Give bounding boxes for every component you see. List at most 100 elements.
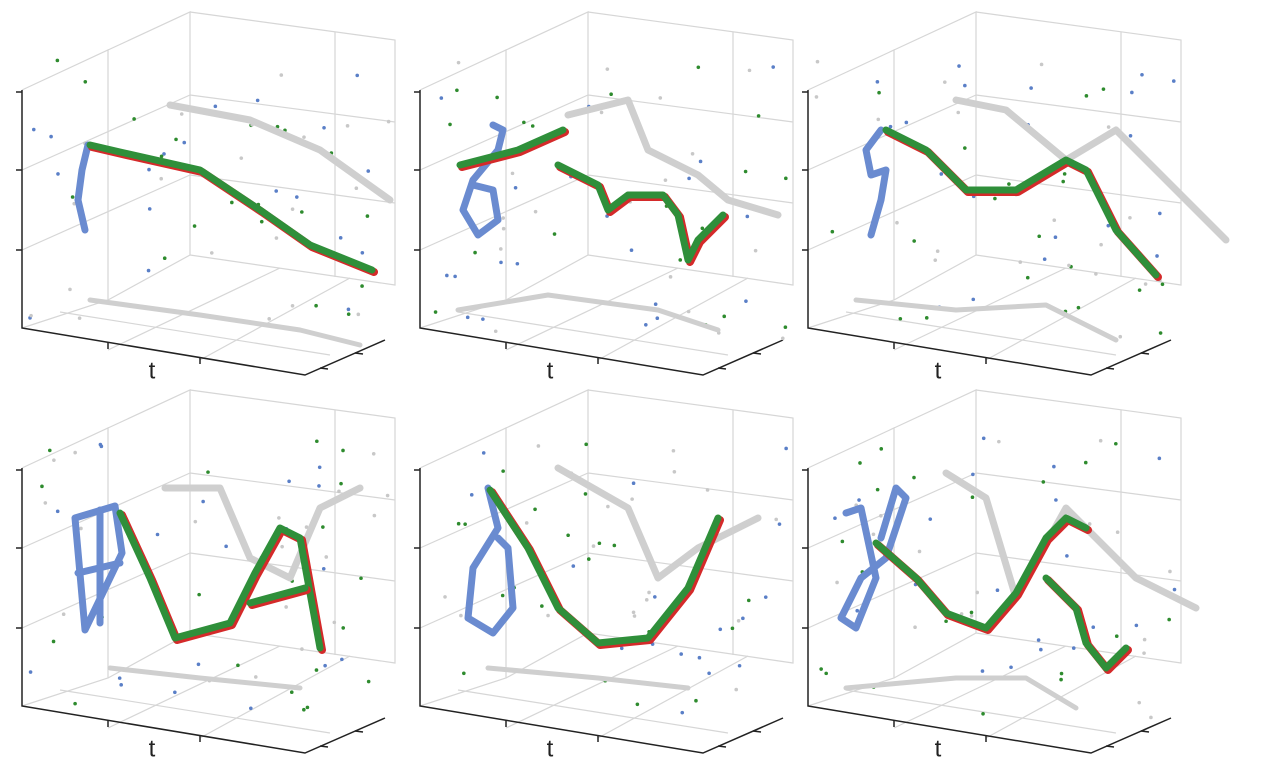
scatter-dot [1036, 638, 1041, 642]
scatter-dot [253, 675, 258, 679]
shadow-curve [485, 665, 691, 691]
grid-line [845, 311, 1117, 356]
scatter-dot [671, 448, 676, 453]
scatter-dot [655, 316, 660, 320]
scatter-dot [463, 522, 467, 526]
grid-line [189, 174, 396, 204]
axis-label: t [547, 357, 554, 384]
scatter-dot [275, 124, 280, 129]
scatter-dot [385, 493, 390, 498]
axis [419, 90, 784, 376]
scatter-dot [1101, 87, 1106, 91]
scatter-dot [302, 707, 306, 712]
scatter-dot [1094, 272, 1098, 276]
scatter-dot [455, 88, 459, 93]
scatter-dot [501, 226, 506, 231]
scatter-dot [840, 539, 845, 544]
scatter-dot [619, 646, 624, 651]
scatter-dot [522, 120, 526, 125]
scatter-dot [963, 146, 967, 150]
grid-line [975, 472, 1182, 501]
scatter-dot [696, 65, 701, 70]
scatter-dot [888, 124, 893, 129]
axis [807, 90, 1172, 376]
panel: t [802, 389, 1200, 762]
scatter-dot [1062, 172, 1067, 176]
scatter-dot [741, 616, 745, 621]
predicted-curve [116, 509, 324, 652]
box-edge [807, 49, 895, 329]
scatter-dot [928, 517, 933, 521]
scatter-dot [174, 137, 178, 142]
tick [354, 730, 364, 733]
scatter-dot [763, 595, 768, 599]
scatter-dot [1134, 623, 1139, 628]
scatter-dot [29, 313, 33, 318]
scatter-dot [969, 610, 974, 615]
shadow-curve [87, 297, 363, 348]
scatter-dot [609, 92, 613, 97]
scatter-dot [586, 557, 591, 561]
box-edge [893, 11, 977, 301]
box-edge [21, 49, 109, 329]
scatter-dot [1042, 257, 1047, 262]
scatter-dot [341, 626, 346, 630]
scatter-dot [49, 134, 53, 139]
box-edge [107, 389, 191, 679]
scatter-dot [371, 452, 376, 456]
shadow-curve [455, 292, 721, 333]
scatter-dot [1142, 651, 1146, 655]
scatter-dot [1172, 587, 1177, 592]
scatter-dot [1039, 62, 1044, 67]
scatter-dot [146, 268, 151, 273]
grid-line [107, 645, 281, 729]
scatter-dot [912, 239, 916, 243]
scatter-dot [644, 598, 649, 602]
input-curve [464, 484, 517, 637]
scatter-dot [473, 250, 477, 255]
scatter-dot [1160, 282, 1165, 287]
scatter-dot [875, 80, 880, 84]
scatter-dot [819, 667, 823, 671]
scatter-dot [734, 687, 739, 692]
scatter-dot [355, 73, 360, 78]
grid-line [597, 655, 749, 739]
scatter-dot [707, 671, 711, 676]
scatter-dot [898, 316, 903, 321]
box-edge [807, 427, 895, 707]
box-edge [107, 11, 191, 301]
panel: t [414, 11, 794, 384]
scatter-dot [1128, 215, 1132, 220]
scatter-dot [855, 608, 860, 613]
grid-line [975, 552, 1182, 582]
scatter-dot [700, 226, 705, 231]
scatter-dot [341, 448, 345, 453]
scatter-dot [605, 67, 610, 71]
scatter-dot [1059, 671, 1064, 676]
scatter-dot [612, 543, 617, 548]
grid-line [107, 267, 281, 351]
scatter-dot [1143, 282, 1148, 286]
shadow-curve [107, 665, 303, 691]
predicted-curve [882, 126, 1160, 279]
scatter-dot [533, 507, 537, 512]
tick [752, 352, 762, 355]
scatter-dot [784, 176, 788, 181]
scatter-dot [315, 439, 319, 444]
panel: t [16, 389, 396, 762]
axis-label: t [149, 735, 156, 762]
scatter-dot [206, 470, 210, 474]
scatter-dot [332, 620, 337, 625]
scatter-dot [43, 501, 48, 505]
shadow-curve [166, 101, 394, 204]
scatter-dot [835, 580, 839, 585]
scatter-dot [756, 114, 761, 118]
shadow-curve [554, 464, 762, 582]
scatter-dot [498, 247, 503, 251]
scatter-dot [1115, 530, 1120, 534]
scatter-dot [314, 303, 318, 308]
scatter-dot [359, 576, 363, 581]
scatter-dot [314, 668, 319, 672]
box-edge [21, 427, 109, 707]
scatter-dot [879, 447, 884, 451]
